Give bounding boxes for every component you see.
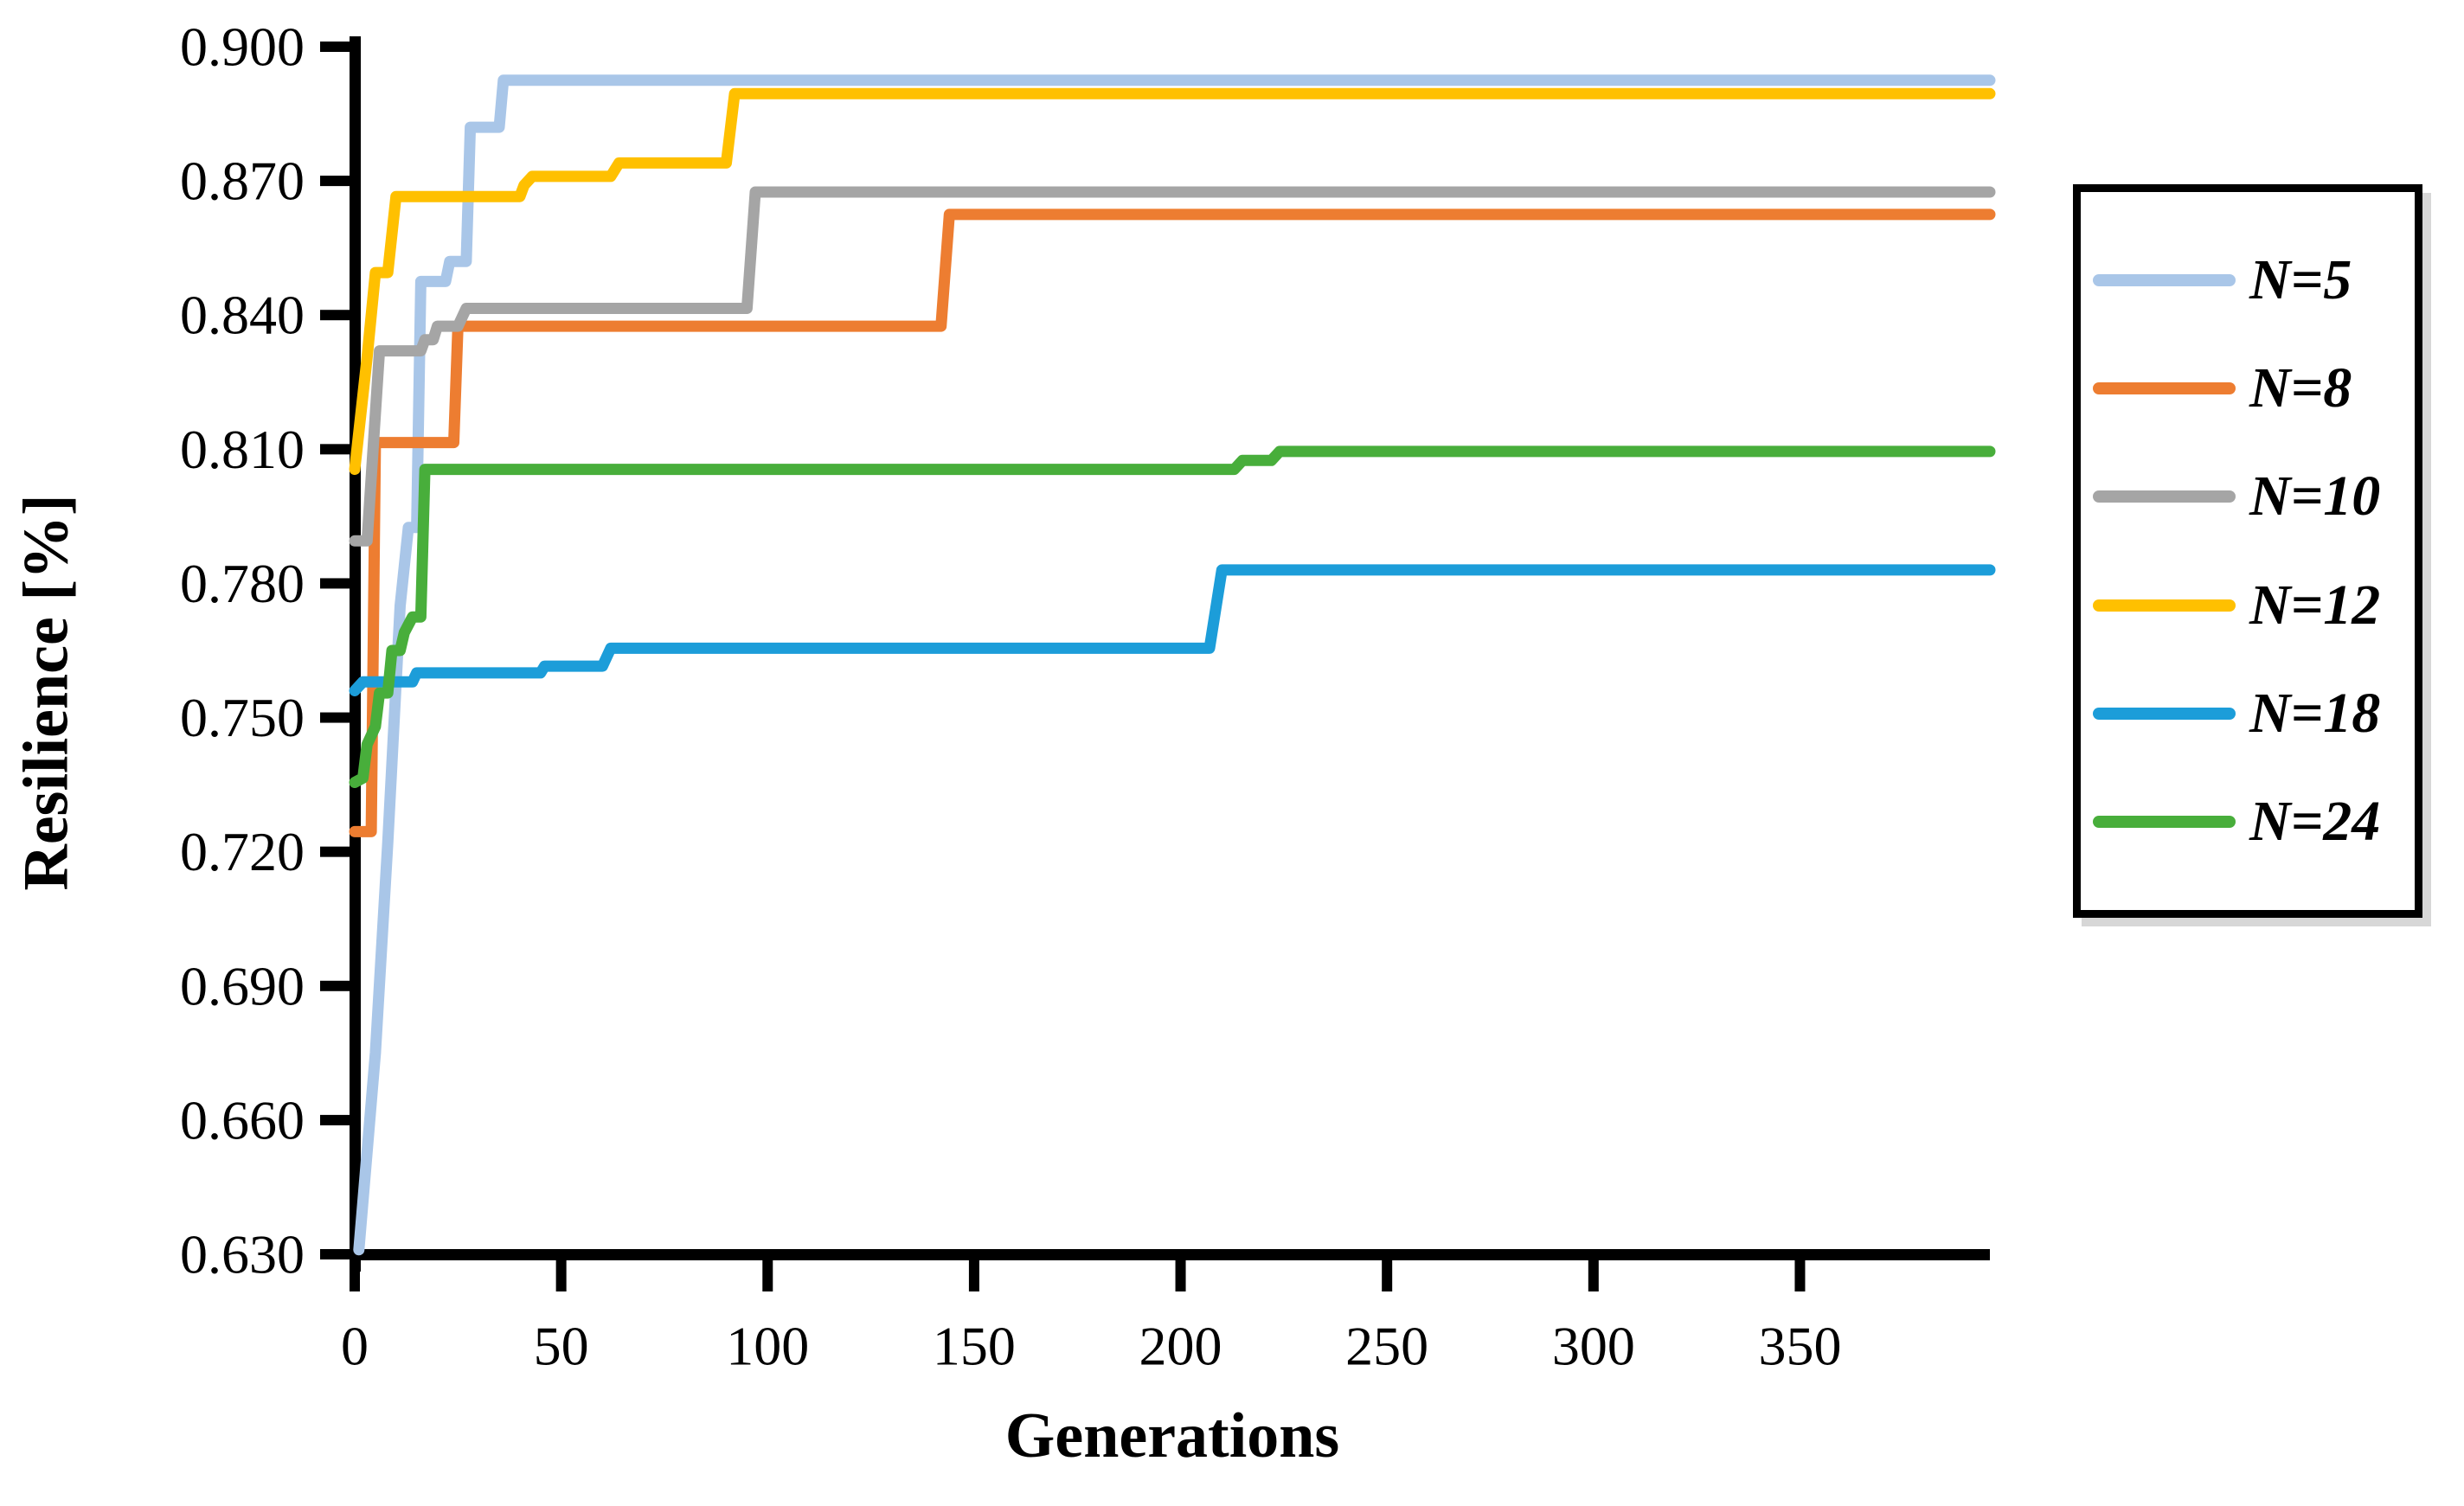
x-tick (1794, 1260, 1806, 1291)
legend-swatch-icon (2093, 490, 2236, 503)
legend-label: N=10 (2249, 465, 2381, 529)
y-tick-label: 0.870 (180, 151, 305, 212)
legend-swatch-icon (2093, 599, 2236, 612)
y-tick (320, 176, 350, 187)
y-tick (320, 578, 350, 589)
legend-swatch-icon (2093, 274, 2236, 287)
x-tick (1175, 1260, 1186, 1291)
series-line-N-8 (349, 208, 1996, 837)
y-tick (320, 42, 350, 52)
y-tick-label: 0.720 (180, 821, 305, 882)
series-line-N-10 (349, 186, 1996, 547)
legend-swatch-icon (2093, 815, 2236, 828)
x-axis-line (350, 1249, 1990, 1260)
y-axis-line (350, 36, 361, 1272)
y-tick-label: 0.810 (180, 419, 305, 480)
legend-item: N=5 (2093, 252, 2415, 309)
x-tick-label: 350 (1758, 1316, 1841, 1377)
legend-label: N=12 (2249, 573, 2381, 637)
x-tick-label: 50 (534, 1316, 589, 1377)
x-tick (1588, 1260, 1599, 1291)
legend-item: N=8 (2093, 360, 2415, 417)
legend-item: N=12 (2093, 573, 2415, 637)
x-tick-label: 100 (726, 1316, 809, 1377)
y-tick (320, 1114, 350, 1125)
x-tick-label: 200 (1139, 1316, 1222, 1377)
legend-label: N=8 (2249, 356, 2352, 420)
x-tick (350, 1260, 360, 1291)
legend-label: N=24 (2249, 789, 2381, 853)
legend-item: N=10 (2093, 468, 2415, 525)
y-tick-label: 0.900 (180, 16, 305, 78)
legend: N=5 N=8 N=10 N=12 N=18 N=24 (2073, 184, 2422, 918)
legend-label: N=5 (2249, 248, 2352, 312)
y-tick (320, 980, 350, 991)
x-tick (968, 1260, 979, 1291)
y-tick-label: 0.630 (180, 1224, 305, 1285)
series-line-N-18 (349, 564, 1996, 696)
x-tick (1382, 1260, 1393, 1291)
y-tick-label: 0.750 (180, 687, 305, 748)
y-tick-label: 0.660 (180, 1089, 305, 1150)
series-line-N-12 (349, 87, 1996, 476)
x-tick-label: 250 (1345, 1316, 1428, 1377)
x-axis-title: Generations (1004, 1400, 1340, 1471)
y-tick-label: 0.690 (180, 955, 305, 1016)
y-tick (320, 310, 350, 321)
x-tick-label: 300 (1552, 1316, 1635, 1377)
x-tick (555, 1260, 567, 1291)
legend-swatch-icon (2093, 707, 2236, 720)
y-tick (320, 712, 350, 723)
x-tick-label: 0 (341, 1316, 369, 1377)
series-line-N-24 (349, 445, 1996, 788)
legend-swatch-icon (2093, 382, 2236, 395)
y-tick (320, 1249, 350, 1259)
legend-item: N=24 (2093, 789, 2415, 853)
x-tick (762, 1260, 773, 1291)
legend-label: N=18 (2249, 681, 2381, 745)
y-axis-title: Resilience [%] (10, 494, 82, 891)
y-tick-label: 0.840 (180, 285, 305, 346)
series-line-N-5 (353, 74, 1996, 1256)
y-tick (320, 846, 350, 857)
y-tick (320, 444, 350, 455)
x-tick-label: 150 (933, 1316, 1016, 1377)
y-tick-label: 0.780 (180, 553, 305, 614)
legend-item: N=18 (2093, 681, 2415, 745)
